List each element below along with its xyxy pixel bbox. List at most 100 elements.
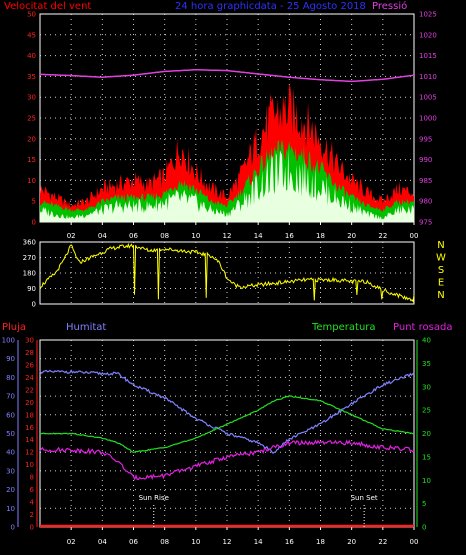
humidity-axis-tick: 20 <box>6 486 15 494</box>
temperature-panel-xtick-label: 06 <box>129 538 138 546</box>
temperature-panel-xtick-label: 14 <box>254 538 263 546</box>
wind-panel-xtick-label: 10 <box>191 232 200 240</box>
temperature-panel-xtick-label: 04 <box>98 538 107 546</box>
temperature-panel-xtick-label: 10 <box>191 538 200 546</box>
wind-axis-tick: 0 <box>32 219 36 227</box>
rain-axis-tick: 26 <box>25 361 34 369</box>
wind-panel-xtick-label: 00 <box>410 232 419 240</box>
pressure-axis-tick: 975 <box>419 219 432 227</box>
wind-panel-xtick-label: 16 <box>285 232 294 240</box>
wind-panel-xtick-label: 02 <box>67 232 76 240</box>
humidity-axis-tick: 40 <box>6 449 15 457</box>
direction-panel-grid <box>40 242 414 304</box>
humidity-label: Humitat <box>66 322 106 333</box>
wind-panel-xtick-label: 08 <box>160 232 169 240</box>
rain-axis-tick: 18 <box>25 411 34 419</box>
pressure-label: Pressió <box>372 0 407 12</box>
rain-axis-tick: 6 <box>30 486 35 494</box>
rain-axis-tick: 20 <box>25 399 34 407</box>
temperature-panel-xtick-label: 08 <box>160 538 169 546</box>
temperature-axis-tick: 0 <box>422 524 426 532</box>
wind-panel-xtick-label: 18 <box>316 232 325 240</box>
wind-minimum-series <box>40 149 414 222</box>
humidity-axis-tick: 50 <box>6 430 15 438</box>
humidity-axis-tick: 100 <box>2 337 15 345</box>
direction-axis-tick: 180 <box>23 270 36 278</box>
pressure-series <box>39 68 415 83</box>
humidity-axis-tick: 0 <box>11 524 15 532</box>
wind-direction-series <box>39 242 415 303</box>
rain-axis-tick: 10 <box>25 461 34 469</box>
temperature-axis-tick: 25 <box>422 407 431 415</box>
rain-axis-tick: 12 <box>25 449 34 457</box>
temperature-axis-tick: 15 <box>422 453 431 461</box>
rain-axis-tick: 2 <box>30 511 34 519</box>
sunrise-label: Sun Rise <box>139 494 169 502</box>
pressure-axis-tick: 980 <box>419 198 432 206</box>
wind-axis-tick: 40 <box>27 52 36 60</box>
rain-label: Pluja <box>2 322 26 333</box>
temperature-label: Temperatura <box>311 322 376 333</box>
wind-axis-tick: 5 <box>32 198 36 206</box>
humidity-axis-tick: 80 <box>6 374 15 382</box>
wind-axis-tick: 45 <box>27 31 36 39</box>
wind-panel-xtick-label: 04 <box>98 232 107 240</box>
rain-axis-tick: 4 <box>30 499 35 507</box>
wind-panel-xtick-label: 14 <box>254 232 263 240</box>
wind-axis-tick: 15 <box>27 156 36 164</box>
temperature-axis-tick: 35 <box>422 360 431 368</box>
temperature-axis-tick: 10 <box>422 477 431 485</box>
wind-panel-xtick-label: 20 <box>347 232 356 240</box>
pressure-axis-tick: 990 <box>419 156 432 164</box>
wind-axis-tick: 20 <box>27 135 36 143</box>
rain-axis-tick: 24 <box>25 374 34 382</box>
temperature-panel-xtick-label: 18 <box>316 538 325 546</box>
humidity-series <box>39 369 415 454</box>
chart-panels: 0510152025303540455097598098599099510001… <box>2 11 446 547</box>
wind-speed-label: Velocitat del vent <box>4 1 91 12</box>
pressure-axis-tick: 1005 <box>419 94 437 102</box>
direction-axis-tick: 360 <box>23 239 36 247</box>
pressure-axis-tick: 1020 <box>419 31 437 39</box>
humidity-axis-tick: 70 <box>6 393 15 401</box>
temperature-axis-tick: 30 <box>422 383 431 391</box>
compass-label: N <box>437 290 444 301</box>
compass-label: S <box>438 265 444 276</box>
wind-panel-xtick-label: 12 <box>223 232 232 240</box>
chart-title: 24 hora graphicdata - 25 Agosto 2018 <box>175 1 366 12</box>
rain-axis-tick: 0 <box>30 524 34 532</box>
temperature-panel-xtick-label: 00 <box>410 538 419 546</box>
pressure-axis-tick: 1000 <box>419 115 437 123</box>
compass-label: N <box>437 240 444 251</box>
rain-axis-tick: 22 <box>25 386 34 394</box>
pressure-axis-tick: 995 <box>419 135 432 143</box>
wind-axis-tick: 30 <box>27 94 36 102</box>
direction-axis-tick: 0 <box>32 301 36 309</box>
pressure-axis-tick: 1010 <box>419 73 437 81</box>
direction-axis-tick: 270 <box>23 254 36 262</box>
humidity-axis-tick: 90 <box>6 355 15 363</box>
wind-panel-xtick-label: 22 <box>378 232 387 240</box>
pressure-axis-tick: 1015 <box>419 52 437 60</box>
humidity-axis-tick: 30 <box>6 467 15 475</box>
temperature-axis-tick: 5 <box>422 500 426 508</box>
wind-panel-xtick-label: 06 <box>129 232 138 240</box>
pressure-axis-tick: 985 <box>419 177 432 185</box>
temperature-panel-xtick-label: 12 <box>223 538 232 546</box>
wind-axis-tick: 50 <box>27 11 36 19</box>
direction-axis-tick: 90 <box>27 285 36 293</box>
temperature-panel-xtick-label: 16 <box>285 538 294 546</box>
wind-axis-tick: 10 <box>27 177 36 185</box>
compass-label: E <box>438 278 444 289</box>
temperature-panel-xtick-label: 02 <box>67 538 76 546</box>
temperature-series <box>39 395 415 453</box>
direction-panel-frame <box>39 241 415 305</box>
temperature-axis-tick: 20 <box>422 430 431 438</box>
temperature-axis-tick: 40 <box>422 337 431 345</box>
rain-axis-tick: 16 <box>25 424 34 432</box>
temperature-panel-grid <box>40 340 414 527</box>
rain-axis-tick: 8 <box>30 474 34 482</box>
pressure-axis-tick: 1025 <box>419 11 437 19</box>
